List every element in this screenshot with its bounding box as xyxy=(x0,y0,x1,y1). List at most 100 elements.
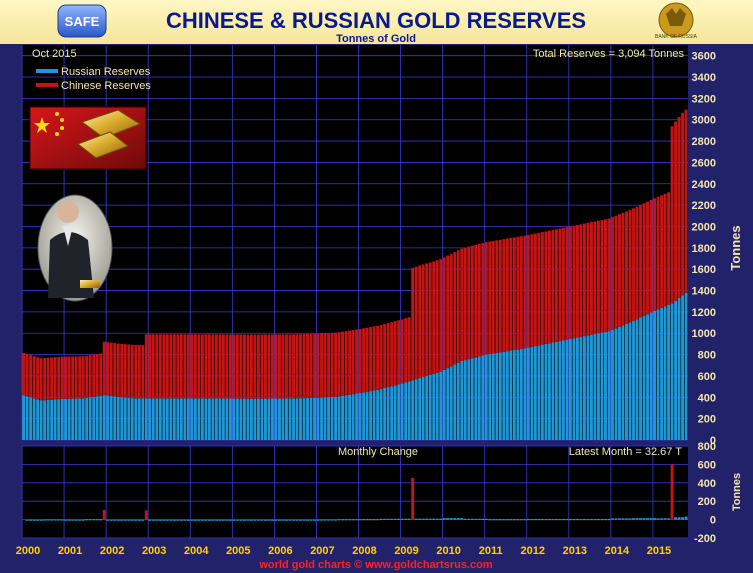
bar-russia xyxy=(109,396,113,440)
bar-russia xyxy=(505,351,509,440)
y-tick-label: 3000 xyxy=(692,115,716,127)
bar-russia xyxy=(498,352,502,440)
bar-russia xyxy=(78,398,82,440)
bar-china xyxy=(211,334,215,399)
change-bar xyxy=(334,519,338,521)
change-bar xyxy=(376,519,380,521)
bar-russia xyxy=(295,398,299,440)
bar-russia xyxy=(278,398,281,440)
bar-china xyxy=(123,344,127,398)
bar-russia xyxy=(190,398,194,440)
bar-russia xyxy=(484,354,488,440)
bar-russia xyxy=(337,396,341,440)
change-bar xyxy=(214,519,218,521)
change-bar xyxy=(320,519,324,521)
bar-russia xyxy=(463,360,467,440)
change-bar xyxy=(390,518,394,521)
bar-russia xyxy=(635,319,639,440)
bar-russia xyxy=(242,398,246,440)
bar-russia xyxy=(32,398,36,440)
bar-russia xyxy=(144,398,148,440)
change-bar xyxy=(271,519,274,521)
change-bar xyxy=(565,518,569,521)
bar-russia xyxy=(551,342,555,440)
bar-russia xyxy=(453,364,457,440)
bar-china xyxy=(169,334,173,399)
bar-china xyxy=(60,356,64,399)
bar-russia xyxy=(558,341,562,440)
change-bar xyxy=(120,519,124,521)
change-bar xyxy=(32,519,36,521)
bar-russia xyxy=(134,398,138,440)
change-bar xyxy=(351,519,355,521)
change-bar xyxy=(611,518,614,520)
change-bar xyxy=(141,519,145,521)
bar-china xyxy=(50,357,54,400)
bar-russia xyxy=(151,398,155,440)
y-tick-label: 200 xyxy=(698,496,716,508)
bar-china xyxy=(109,342,113,397)
bar-china xyxy=(323,333,327,398)
change-bar xyxy=(257,519,260,521)
change-bar xyxy=(625,518,628,520)
bar-china xyxy=(554,229,558,342)
bar-china xyxy=(502,239,506,352)
bar-china xyxy=(674,121,678,301)
bar-russia xyxy=(674,300,678,440)
change-bar xyxy=(372,519,376,521)
bar-russia xyxy=(414,379,418,440)
bar-china xyxy=(470,245,474,359)
y-tick-label: 2200 xyxy=(692,200,716,212)
bar-russia xyxy=(561,340,565,440)
bar-russia xyxy=(649,312,653,440)
bar-china xyxy=(271,334,274,399)
change-bar xyxy=(512,519,516,521)
bar-china xyxy=(632,208,635,321)
bar-russia xyxy=(299,398,302,440)
bar-china xyxy=(639,205,642,318)
bar-china xyxy=(376,325,380,390)
bar-china xyxy=(53,357,57,400)
change-bar xyxy=(123,519,127,521)
bar-russia xyxy=(632,320,635,440)
bar-china xyxy=(344,331,348,396)
change-bar xyxy=(260,519,264,521)
change-bar xyxy=(362,519,366,521)
latest-month-label: Latest Month = 32.67 T xyxy=(569,446,683,458)
x-tick-label: 2007 xyxy=(310,545,334,557)
change-bar xyxy=(379,518,383,521)
bar-china xyxy=(372,326,376,391)
change-bar xyxy=(519,519,523,521)
bar-russia xyxy=(169,398,173,440)
bar-china xyxy=(428,262,432,375)
bar-russia xyxy=(355,393,359,440)
change-bar xyxy=(162,519,166,521)
main-bars xyxy=(22,109,688,440)
bar-china xyxy=(264,334,267,399)
bar-china xyxy=(597,220,600,334)
change-bar xyxy=(495,519,499,521)
bar-china xyxy=(358,328,362,394)
bar-russia xyxy=(386,387,390,440)
bar-russia xyxy=(53,399,57,440)
bar-china xyxy=(512,237,516,350)
change-bar xyxy=(235,519,239,521)
bar-russia xyxy=(526,347,530,440)
bar-china xyxy=(200,334,204,399)
bar-china xyxy=(92,354,96,397)
change-bar xyxy=(530,518,534,521)
change-bar xyxy=(60,519,64,521)
change-bar xyxy=(460,518,464,520)
x-tick-label: 2002 xyxy=(100,545,124,557)
bar-russia xyxy=(64,398,68,440)
bar-russia xyxy=(604,331,607,440)
bar-china xyxy=(74,356,78,399)
bar-china xyxy=(162,334,166,399)
change-bar xyxy=(621,518,625,520)
bar-russia xyxy=(365,391,369,440)
bar-china xyxy=(439,259,443,372)
bar-china xyxy=(25,354,29,397)
bar-russia xyxy=(681,295,685,440)
change-bar xyxy=(642,518,646,520)
y-tick-label: 2400 xyxy=(692,179,716,191)
